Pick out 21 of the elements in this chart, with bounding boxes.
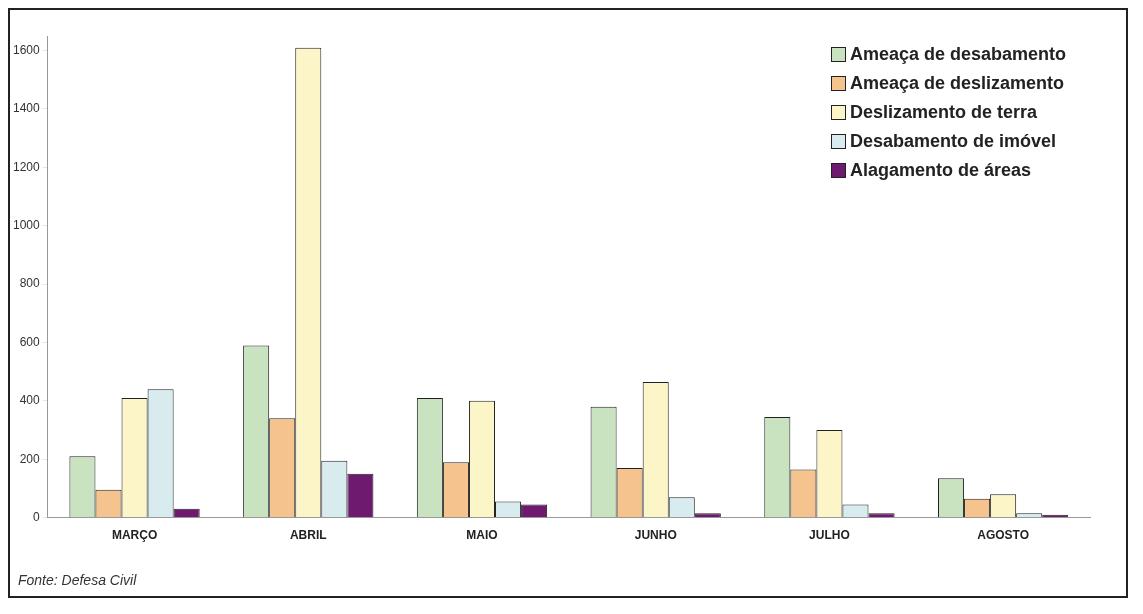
- y-tick-label: 1600: [12, 42, 41, 57]
- y-tick-label: 400: [19, 393, 41, 408]
- y-tick-label: 1200: [12, 159, 41, 174]
- legend-label: Desabamento de imóvel: [849, 130, 1056, 153]
- y-tick-label: 600: [19, 334, 41, 349]
- x-tick-label: MARÇO: [111, 528, 158, 543]
- x-tick-label: ABRIL: [289, 528, 327, 543]
- source-note: Fonte: Defesa Civil: [18, 572, 137, 588]
- y-tick-label: 1400: [12, 101, 41, 116]
- y-tick-label: 200: [19, 451, 41, 466]
- x-tick-label: MAIO: [466, 528, 498, 543]
- x-tick-label: JUNHO: [634, 528, 677, 543]
- x-tick-label: JULHO: [809, 528, 850, 543]
- legend-label: Deslizamento de terra: [849, 101, 1037, 124]
- y-tick-label: 1000: [12, 218, 41, 233]
- legend-label: Alagamento de áreas: [849, 159, 1031, 182]
- y-tick-label: 800: [19, 276, 41, 291]
- legend-label: Ameaça de deslizamento: [849, 72, 1064, 95]
- legend-label: Ameaça de desabamento: [849, 43, 1066, 66]
- x-tick-label: AGOSTO: [977, 528, 1030, 543]
- y-tick-label: 0: [33, 509, 41, 524]
